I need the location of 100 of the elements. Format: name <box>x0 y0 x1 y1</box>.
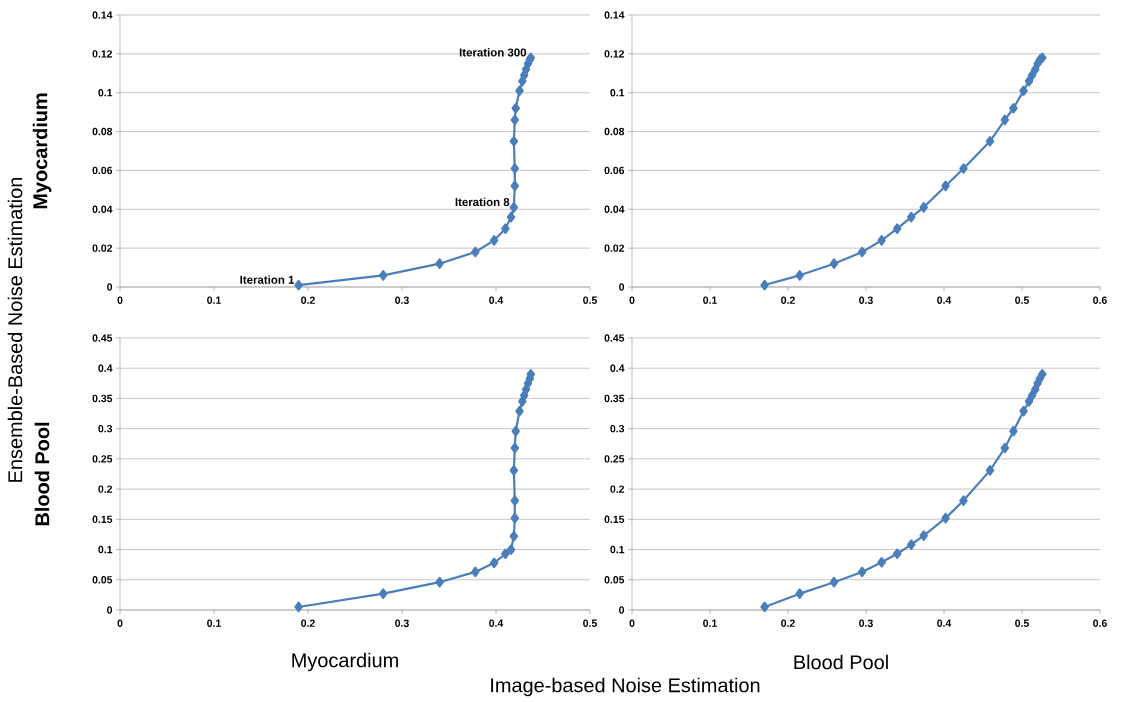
y-tick-label: 0.1 <box>610 89 625 97</box>
y-tick-label: 0.45 <box>92 334 113 342</box>
point <box>510 163 520 174</box>
x-tick-label: 0.4 <box>489 296 504 304</box>
x-tick-label: 0.5 <box>1015 619 1029 627</box>
point <box>435 258 444 269</box>
y-tick-label: 0.05 <box>92 576 113 584</box>
point <box>489 235 499 246</box>
y-tick-label: 0.12 <box>92 50 113 58</box>
y-tick-label: 0.06 <box>92 166 113 175</box>
point <box>511 425 520 437</box>
point <box>489 557 499 569</box>
y-tick-label: 0.15 <box>604 515 625 524</box>
x-tick-label: 0 <box>629 619 635 627</box>
y-tick-label: 0.4 <box>98 364 113 372</box>
point <box>760 279 769 291</box>
y-axis-title: Myocardium <box>32 93 52 209</box>
x-axis-title: Myocardium <box>292 652 398 672</box>
x-tick-label: 0.5 <box>1015 296 1029 304</box>
text: Ensemble-Based Noise Estimation <box>7 177 23 482</box>
y-tick-label: 0.06 <box>604 166 625 175</box>
point <box>877 235 886 246</box>
point <box>510 512 520 524</box>
point <box>509 530 519 542</box>
y-tick-label: 0 <box>107 283 113 291</box>
annotation: Iteration 1 <box>240 275 295 284</box>
point <box>1027 69 1037 81</box>
x-tick-label: 0.3 <box>395 619 409 627</box>
point <box>941 180 950 192</box>
y-tick-label: 0.45 <box>604 334 625 342</box>
point <box>907 539 916 550</box>
point <box>1009 102 1018 114</box>
point <box>294 601 303 613</box>
y-tick-label: 0.3 <box>610 424 625 433</box>
x-tick-label: 0.4 <box>489 619 504 627</box>
y-tick-label: 0.3 <box>98 424 113 433</box>
x-tick-label: 0.2 <box>301 296 315 304</box>
y-tick-label: 0.02 <box>92 244 113 252</box>
y-tick-label: 0.02 <box>604 244 625 252</box>
x-tick-label: 0.5 <box>583 296 597 304</box>
point <box>378 270 388 281</box>
point <box>1027 390 1037 401</box>
point <box>471 566 480 578</box>
y-tick-label: 0.4 <box>610 364 625 372</box>
y-tick-label: 0.08 <box>92 127 113 136</box>
point <box>294 279 303 291</box>
point <box>509 135 519 147</box>
x-tick-label: 0 <box>117 619 123 627</box>
y-tick-label: 0.12 <box>604 50 625 58</box>
point <box>985 465 995 476</box>
y-tick-label: 0.1 <box>98 545 113 554</box>
y-tick-label: 0 <box>619 606 625 614</box>
y-tick-label: 0.1 <box>98 89 113 97</box>
point <box>829 258 839 269</box>
x-tick-label: 0.3 <box>859 296 873 304</box>
x-axis-title: Blood Pool <box>794 654 888 670</box>
point <box>985 135 995 147</box>
point <box>1024 75 1034 87</box>
y-tick-label: 0.2 <box>98 485 113 493</box>
x-tick-label: 0 <box>629 296 635 304</box>
point <box>760 601 769 613</box>
x-tick-label: 0.2 <box>301 619 315 627</box>
point <box>501 548 510 560</box>
point <box>1000 442 1010 454</box>
point <box>907 211 916 223</box>
y-tick-label: 0.2 <box>610 485 625 493</box>
point <box>378 588 388 599</box>
x-tick-label: 0.3 <box>395 296 409 304</box>
annotation: Iteration 8 <box>455 197 510 207</box>
annotation: Iteration 300 <box>459 48 527 57</box>
point <box>877 556 886 568</box>
point <box>1019 85 1028 97</box>
x-tick-label: 0.1 <box>207 296 221 304</box>
point <box>857 566 867 578</box>
text: Image-based Noise Estimation <box>491 677 760 697</box>
point <box>795 270 804 281</box>
x-tick-label: 0.6 <box>1093 619 1107 627</box>
point <box>941 512 950 524</box>
point <box>506 544 516 555</box>
point <box>1024 396 1034 407</box>
point <box>1000 114 1010 126</box>
point <box>959 163 968 174</box>
point <box>511 102 520 114</box>
point <box>959 495 968 506</box>
point <box>892 223 902 234</box>
x-tick-label: 0.6 <box>1093 296 1107 304</box>
x-tick-label: 0 <box>117 296 123 304</box>
x-tick-label: 0.2 <box>781 619 795 627</box>
y-tick-label: 0.1 <box>610 545 625 554</box>
y-tick-label: 0.35 <box>604 394 625 403</box>
point <box>510 442 520 454</box>
point <box>515 405 524 417</box>
y-tick-label: 0.25 <box>92 455 113 463</box>
y-tick-label: 0.25 <box>604 455 625 463</box>
y-tick-label: 0 <box>619 283 625 291</box>
point <box>521 384 531 395</box>
point <box>795 588 804 599</box>
x-tick-label: 0.3 <box>859 619 873 627</box>
point <box>509 465 519 476</box>
y-tick-label: 0.14 <box>604 11 625 19</box>
